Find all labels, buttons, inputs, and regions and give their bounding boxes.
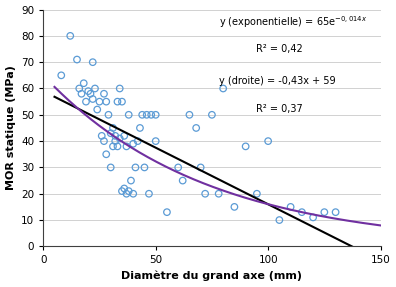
Point — [108, 165, 114, 170]
Point — [110, 144, 116, 149]
Y-axis label: MOR statique (MPa): MOR statique (MPa) — [6, 65, 15, 190]
Point — [130, 191, 136, 196]
Point — [89, 97, 96, 101]
Point — [78, 92, 85, 96]
Point — [299, 210, 305, 214]
Point — [215, 191, 222, 196]
Text: R² = 0,37: R² = 0,37 — [256, 104, 303, 114]
Point — [287, 205, 294, 209]
Point — [105, 113, 112, 117]
Point — [99, 133, 105, 138]
Point — [76, 86, 82, 91]
Point — [114, 99, 121, 104]
Point — [108, 131, 114, 135]
Point — [152, 139, 159, 144]
Point — [89, 60, 96, 65]
Point — [146, 191, 152, 196]
Point — [254, 191, 260, 196]
Point — [175, 165, 181, 170]
Point — [332, 210, 339, 214]
Point — [148, 113, 154, 117]
Point — [186, 113, 192, 117]
Point — [123, 191, 129, 196]
Point — [276, 218, 282, 222]
Point — [92, 86, 98, 91]
Point — [179, 178, 186, 183]
Point — [123, 144, 129, 149]
Point — [128, 178, 134, 183]
Text: y (exponentielle) = 65e$^{-0,014x}$: y (exponentielle) = 65e$^{-0,014x}$ — [219, 14, 367, 30]
Point — [220, 86, 227, 91]
Point — [116, 86, 123, 91]
Point — [119, 99, 125, 104]
Point — [135, 139, 141, 144]
Point — [126, 189, 132, 193]
Point — [94, 107, 101, 112]
Text: y (droite) = -0,43x + 59: y (droite) = -0,43x + 59 — [219, 76, 335, 86]
Point — [141, 165, 148, 170]
Point — [101, 139, 107, 144]
Point — [114, 144, 121, 149]
Point — [132, 165, 139, 170]
Point — [242, 144, 249, 149]
Point — [112, 133, 118, 138]
Point — [67, 34, 73, 38]
Point — [80, 81, 87, 86]
Point — [85, 89, 91, 93]
Point — [112, 139, 118, 144]
Point — [209, 113, 215, 117]
Point — [103, 152, 109, 157]
Point — [164, 210, 170, 214]
Text: R² = 0,42: R² = 0,42 — [256, 44, 303, 54]
Point — [110, 126, 116, 130]
Point — [88, 92, 94, 96]
Point — [130, 141, 136, 146]
Point — [101, 92, 107, 96]
Point — [121, 186, 128, 191]
Point — [119, 189, 125, 193]
Point — [202, 191, 208, 196]
Point — [121, 133, 128, 138]
Point — [310, 215, 316, 220]
Point — [231, 205, 238, 209]
Point — [103, 99, 109, 104]
Point — [152, 113, 159, 117]
Point — [198, 165, 204, 170]
Point — [321, 210, 327, 214]
Point — [116, 136, 123, 141]
X-axis label: Diamètre du grand axe (mm): Diamètre du grand axe (mm) — [122, 271, 303, 282]
Point — [139, 113, 145, 117]
Point — [74, 57, 80, 62]
Point — [83, 99, 89, 104]
Point — [143, 113, 150, 117]
Point — [126, 113, 132, 117]
Point — [137, 126, 143, 130]
Point — [265, 139, 271, 144]
Point — [193, 126, 199, 130]
Point — [58, 73, 65, 77]
Point — [96, 99, 103, 104]
